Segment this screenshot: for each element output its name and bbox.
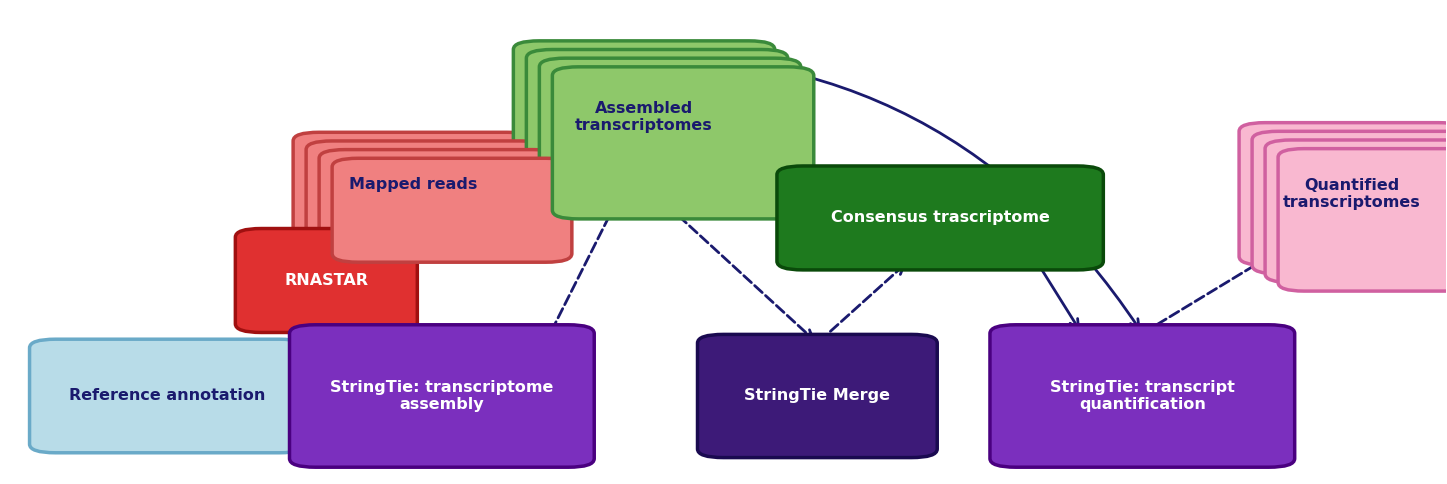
FancyBboxPatch shape — [333, 158, 572, 262]
FancyBboxPatch shape — [1239, 122, 1447, 265]
FancyBboxPatch shape — [1265, 140, 1447, 283]
FancyBboxPatch shape — [289, 325, 595, 467]
FancyBboxPatch shape — [553, 67, 813, 219]
FancyBboxPatch shape — [236, 228, 417, 333]
Text: Mapped reads: Mapped reads — [349, 177, 478, 192]
Text: Quantified
transcriptomes: Quantified transcriptomes — [1283, 178, 1421, 210]
FancyBboxPatch shape — [777, 166, 1103, 270]
Text: StringTie: transcriptome
assembly: StringTie: transcriptome assembly — [330, 380, 554, 412]
FancyBboxPatch shape — [1252, 131, 1447, 274]
Text: StringTie Merge: StringTie Merge — [744, 389, 890, 404]
FancyBboxPatch shape — [527, 49, 787, 201]
Text: Consensus trascriptome: Consensus trascriptome — [831, 211, 1049, 226]
Text: StringTie: transcript
quantification: StringTie: transcript quantification — [1051, 380, 1234, 412]
FancyBboxPatch shape — [307, 141, 546, 245]
Text: Reference annotation: Reference annotation — [69, 389, 266, 404]
FancyBboxPatch shape — [514, 41, 774, 193]
FancyBboxPatch shape — [540, 58, 800, 210]
FancyBboxPatch shape — [697, 334, 938, 457]
Text: Assembled
transcriptomes: Assembled transcriptomes — [576, 101, 713, 133]
FancyBboxPatch shape — [320, 150, 559, 254]
FancyBboxPatch shape — [990, 325, 1295, 467]
FancyBboxPatch shape — [1278, 149, 1447, 291]
FancyBboxPatch shape — [294, 132, 532, 236]
Text: RNASTAR: RNASTAR — [285, 273, 369, 288]
FancyBboxPatch shape — [29, 339, 305, 453]
